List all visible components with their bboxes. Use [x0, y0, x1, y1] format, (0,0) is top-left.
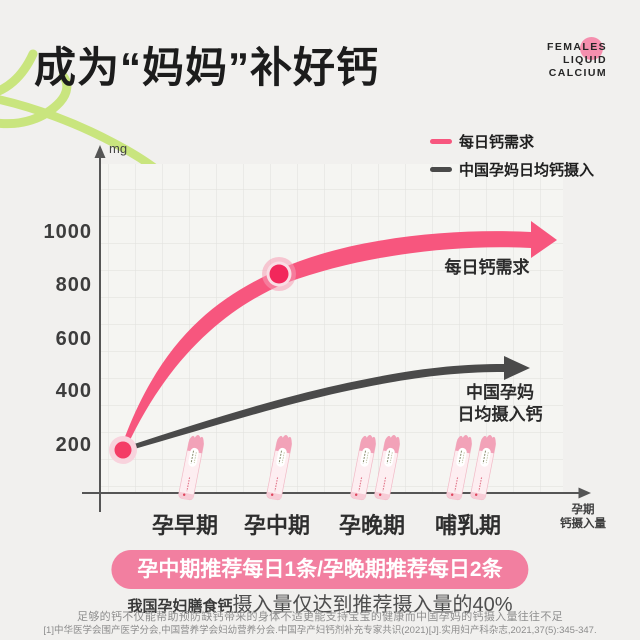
x-tick-label: 哺乳期	[435, 513, 501, 538]
legend-label: 中国孕妈日均钙摄入	[459, 161, 595, 179]
intake-annotation: 日均摄入钙	[458, 404, 543, 424]
x-tick-label: 孕中期	[244, 513, 310, 538]
stat-prefix: 我国孕妇膳食钙	[127, 598, 233, 615]
intake-annotation: 中国孕妈	[466, 382, 534, 402]
intake-curve	[122, 356, 530, 452]
x-axis-arrow-icon	[578, 487, 591, 499]
y-axis-arrow-icon	[94, 145, 106, 158]
y-tick-label: 400	[56, 380, 92, 402]
page-title: 成为“妈妈”补好钙	[34, 44, 380, 91]
x-tick-label: 孕早期	[152, 513, 218, 538]
x-axis-label: 钙摄入量	[560, 516, 606, 530]
brand-line: CALCIUM	[548, 67, 607, 79]
recommendation-pill: 孕中期推荐每日1条/孕晚期推荐每日2条	[111, 550, 529, 589]
brand-accent-dot	[580, 37, 603, 60]
legend-swatch-pink	[430, 138, 452, 144]
x-axis-label: 孕期	[572, 502, 595, 516]
y-axis-unit-label: mg	[109, 141, 127, 156]
chart-legend: 每日钙需求 中国孕妈日均钙摄入	[430, 131, 594, 179]
y-tick-label: 800	[56, 274, 92, 296]
y-tick-label: 1000	[44, 221, 93, 243]
legend-label: 每日钙需求	[459, 133, 535, 151]
legend-item-intake: 中国孕妈日均钙摄入	[430, 159, 594, 179]
supporting-note: 足够的钙不仅能帮助预防缺钙带来的身体不适更能支持宝宝的健康而中国孕妈的钙摄入量往…	[77, 611, 563, 623]
y-tick-label: 600	[56, 328, 92, 350]
curve-start-point	[109, 436, 137, 464]
chart-axes	[82, 156, 583, 512]
citation-footnote: [1]中华医学会围产医学分会,中国营养学会妇幼营养分会.中国孕产妇钙剂补充专家共…	[43, 625, 597, 636]
brand-line: LIQUID	[563, 54, 607, 66]
brand-logo: FEMALES LIQUID CALCIUM	[547, 41, 607, 80]
highlight-point	[262, 257, 296, 291]
y-tick-label: 200	[56, 434, 92, 456]
stat-line: 我国孕妇膳食钙 摄入量仅达到推荐摄入量的40%	[0, 588, 640, 617]
legend-item-demand: 每日钙需求	[430, 131, 594, 151]
demand-curve	[121, 221, 557, 452]
demand-annotation: 每日钙需求	[445, 257, 530, 277]
x-tick-label: 孕晚期	[339, 513, 405, 538]
legend-swatch-dark	[430, 166, 452, 172]
stat-main: 摄入量仅达到推荐摄入量的40%	[232, 594, 513, 616]
brand-line: FEMALES	[547, 41, 607, 53]
